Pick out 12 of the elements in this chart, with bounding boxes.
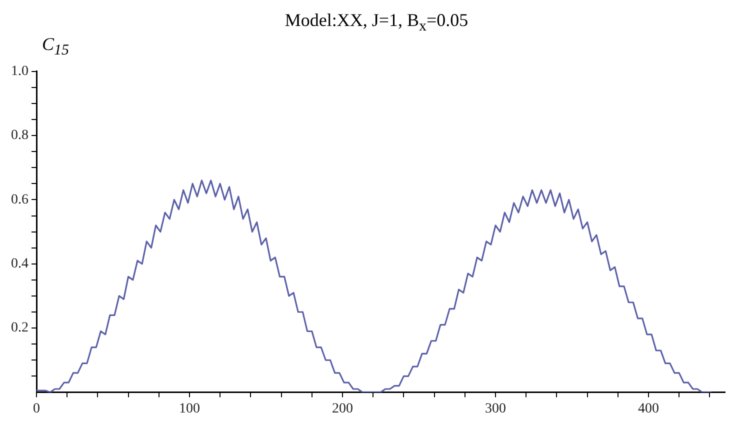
- y-axis-title: C$_{15}$: [42, 34, 70, 60]
- x-tick-label: 300: [485, 401, 506, 416]
- x-tick-label: 0: [33, 401, 40, 416]
- y-tick-label: 0.8: [11, 128, 28, 144]
- y-tick-label: 0.2: [11, 320, 28, 336]
- y-tick-label: 0.6: [11, 192, 28, 208]
- chart-title: Model:XX, J=1, B$_{x}$=0.05: [284, 10, 468, 35]
- x-tick-label: 100: [179, 401, 200, 416]
- y-tick-label: 0.4: [11, 256, 28, 272]
- x-tick-label: 400: [638, 401, 659, 416]
- y-tick-label: 1.0: [11, 64, 28, 80]
- x-tick-label: 200: [332, 401, 353, 416]
